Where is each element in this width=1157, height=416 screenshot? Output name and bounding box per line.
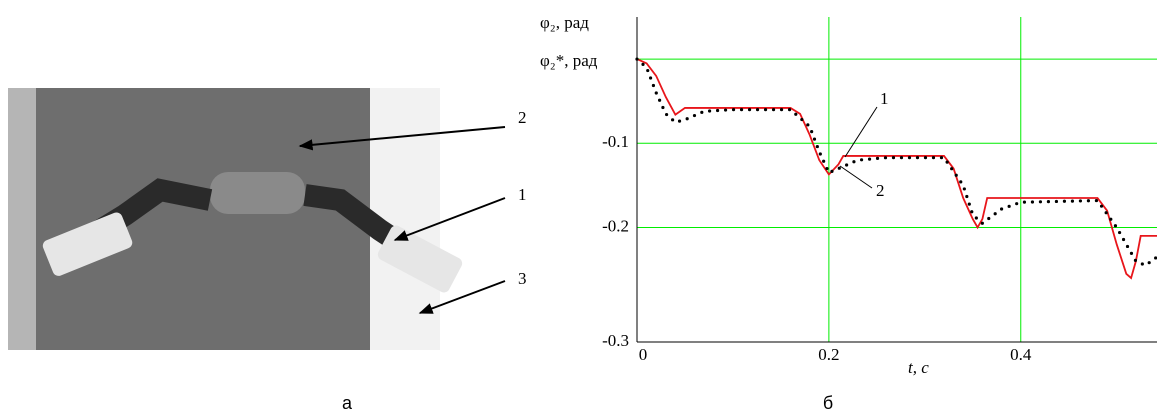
robot-body <box>210 172 305 214</box>
photo-label: 2 <box>518 108 527 127</box>
x-tick-label: 0.2 <box>818 345 839 364</box>
figure: 2 1 3 а φ₂, рад φ₂*, рад t, с б -0.3 -0.2… <box>0 0 1157 416</box>
y-axis-label: φ₂, рад <box>540 13 589 32</box>
y-axis-label: φ₂*, рад <box>540 51 598 70</box>
x-tick-label: 0 <box>639 345 648 364</box>
annotation: 1 <box>880 89 889 108</box>
series-line <box>637 59 1157 265</box>
y-tick-label: -0.1 <box>602 132 629 151</box>
caption: а <box>342 393 353 413</box>
annotation: 2 <box>876 181 885 200</box>
leader-line <box>840 166 872 188</box>
caption: б <box>823 393 833 413</box>
photo-background <box>8 88 370 350</box>
ruler <box>8 88 36 350</box>
y-tick-label: -0.3 <box>602 331 629 350</box>
x-axis-label: t, с <box>908 358 929 377</box>
photo: 2 1 3 а <box>8 88 527 413</box>
series-line <box>637 59 1157 278</box>
photo-label: 1 <box>518 185 527 204</box>
y-tick-label: -0.2 <box>602 216 629 235</box>
x-tick-label: 0.4 <box>1010 345 1032 364</box>
photo-label: 3 <box>518 269 527 288</box>
leader-line <box>845 107 877 157</box>
